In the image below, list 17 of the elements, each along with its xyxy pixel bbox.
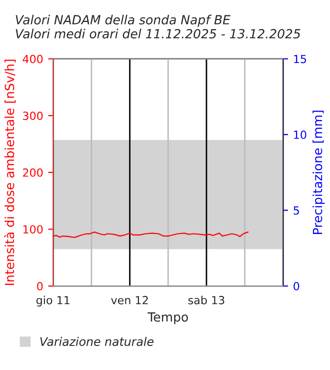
- x-tick-label: sab 13: [188, 296, 224, 304]
- chart-title: Valori NADAM della sonda Napf BE Valori medi orari del 11.12.2025 - 13.12.2025: [16, 14, 300, 38]
- y2-axis-title: Precipitazione [mm]: [312, 110, 325, 234]
- x-axis-title: Tempo: [148, 312, 188, 324]
- y-axis-title: Intensità di dose ambientale [nSv/h]: [4, 60, 16, 285]
- y-tick-label: 400: [22, 54, 43, 64]
- y2-tick-label: 5: [294, 206, 299, 215]
- y2-tick-label: 15: [294, 54, 306, 64]
- y2-tick-label: 10: [294, 130, 306, 139]
- y-tick-label: 0: [37, 282, 43, 290]
- y2-tick-label: 0: [294, 282, 300, 290]
- y-tick-label: 200: [23, 168, 43, 177]
- x-tick-label: ven 12: [111, 296, 148, 304]
- y-tick-label: 300: [23, 112, 43, 120]
- legend-label: Variazione naturale: [40, 336, 154, 346]
- x-tick-label: gio 11: [36, 296, 70, 306]
- y-tick-label: 100: [23, 225, 43, 234]
